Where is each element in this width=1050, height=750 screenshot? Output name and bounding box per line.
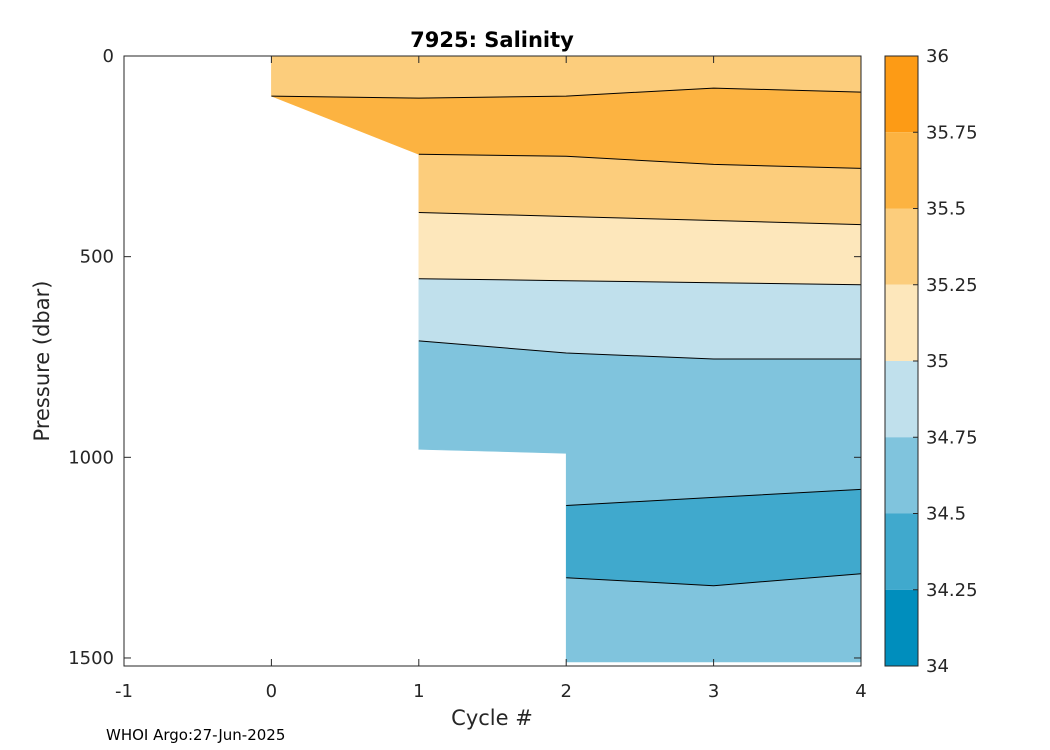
colorbar: 36 35.75 35.5 35.25 35 34.75 34.5 34.25 34 [884,46,978,677]
chart-title: 7925: Salinity [410,28,574,52]
contour-line-6 [566,573,862,587]
contour-line-3 [418,278,862,286]
colorbar-tick-label: 34.5 [926,504,966,525]
colorbar-bin-2 [885,208,918,285]
x-tick-label: 1 [413,681,424,702]
x-tick-label: 0 [266,681,277,702]
contour-region-7 [565,573,862,663]
y-tick-label: 1000 [68,447,114,468]
colorbar-tick-label: 34.75 [926,427,978,448]
y-tick-label: 0 [103,46,114,67]
plot-area [123,55,862,667]
colorbar-tick-label: 35.5 [926,199,966,220]
y-tick-label: 1500 [68,648,114,669]
colorbar-ticks: 36 35.75 35.5 35.25 35 34.75 34.5 34.25 34 [913,46,978,677]
colorbar-bin-4 [885,361,918,438]
colorbar-bin-0 [885,56,918,133]
x-tick-label: 2 [560,681,571,702]
colorbar-tick-label: 35.25 [926,275,978,296]
colorbar-tick-label: 35.75 [926,122,978,143]
colorbar-bin-3 [885,284,918,361]
contour-line-5 [566,488,862,506]
x-axis-ticks: -1 0 1 2 3 4 [115,56,867,702]
contour-line-1 [418,153,862,169]
contour-regions [271,55,862,663]
contour-region-3 [418,212,862,286]
x-tick-label: 3 [708,681,719,702]
colorbar-bin-5 [885,437,918,514]
y-axis-label: Pressure (dbar) [30,281,54,442]
colorbar-tick-label: 36 [926,46,949,67]
contour-line-0 [271,87,862,99]
colorbar-tick-label: 35 [926,351,949,372]
contour-region-6 [565,489,862,587]
contour-line-4 [418,340,861,360]
colorbar-bin-6 [885,513,918,590]
colorbar-bin-7 [885,589,918,666]
colorbar-tick-label: 34 [926,656,949,677]
contour-lines [271,87,862,587]
colorbar-bins [885,56,918,666]
y-tick-label: 500 [80,247,114,268]
x-axis-label: Cycle # [451,706,533,730]
y-axis-ticks: 0 500 1000 1500 [68,46,861,669]
colorbar-bin-1 [885,132,918,209]
contour-line-2 [418,212,862,226]
footer-credit: WHOI Argo:27-Jun-2025 [106,726,285,744]
x-tick-label: 4 [855,681,866,702]
colorbar-tick-label: 34.25 [926,580,978,601]
plot-frame [123,55,862,667]
x-tick-label: -1 [115,681,133,702]
